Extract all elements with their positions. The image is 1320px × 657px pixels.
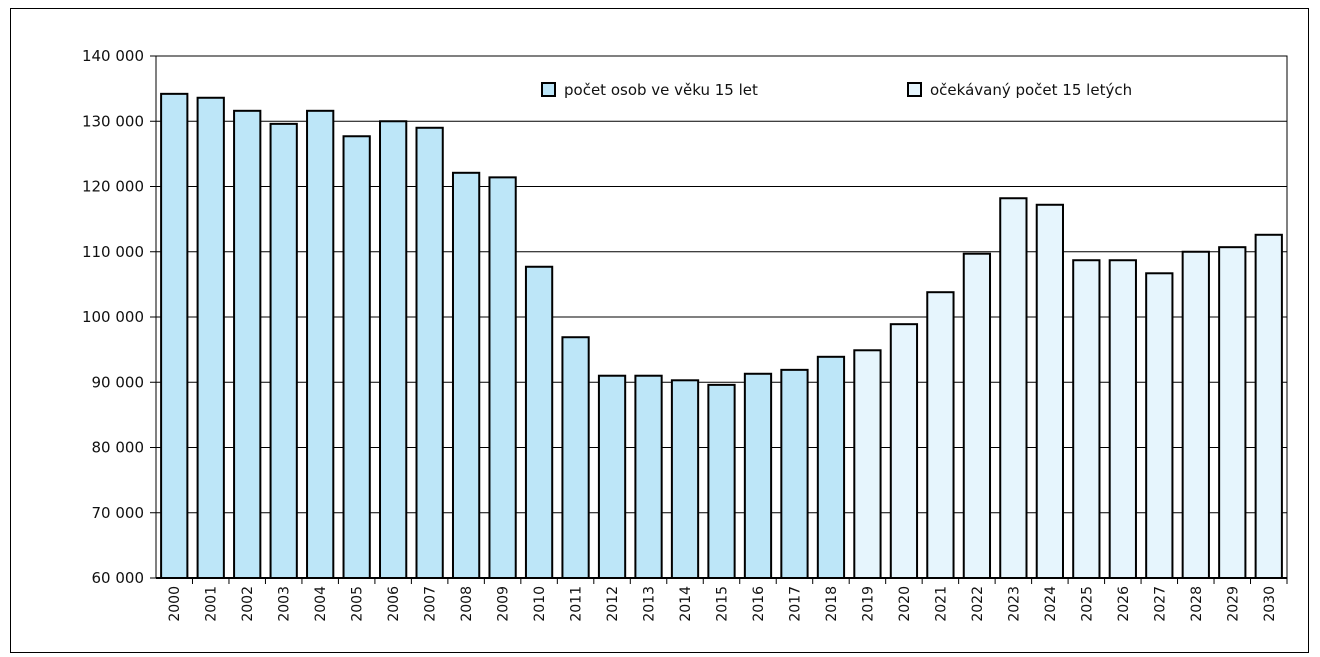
x-tick-label: 2021 xyxy=(933,586,949,622)
x-tick-label: 2007 xyxy=(423,586,439,622)
bar-2004 xyxy=(306,109,335,579)
legend-swatch-observed xyxy=(541,82,556,97)
x-axis-ticks: 2000 2001 2002 2003 2004 2005 2006 2007 2008 2009… xyxy=(167,578,1288,622)
bar-2003 xyxy=(269,122,298,580)
bar-2025 xyxy=(1072,259,1101,579)
x-tick-label: 2008 xyxy=(459,586,475,622)
y-tick-label: 70 000 xyxy=(92,504,145,522)
bar-2027 xyxy=(1145,272,1174,579)
bar-2024 xyxy=(1035,203,1064,580)
bar-2015 xyxy=(707,383,736,579)
legend: počet osob ve věku 15 let očekávaný poče… xyxy=(541,81,1132,99)
x-tick-label: 2004 xyxy=(313,586,329,622)
y-tick-label: 130 000 xyxy=(82,112,144,130)
x-tick-label: 2025 xyxy=(1079,586,1095,622)
bar-2029 xyxy=(1218,246,1247,579)
x-tick-label: 2018 xyxy=(824,586,840,622)
x-tick-label: 2001 xyxy=(204,586,220,622)
bar-2012 xyxy=(597,374,627,579)
bar-2023 xyxy=(999,197,1028,579)
chart-frame: 60 000 70 000 80 000 90 000 100 000 110 000 12… xyxy=(10,8,1309,653)
y-tick-label: 100 000 xyxy=(82,308,144,326)
x-tick-label: 2020 xyxy=(897,586,913,622)
x-tick-label: 2012 xyxy=(605,586,621,622)
bar-2009 xyxy=(488,176,517,580)
bar-2008 xyxy=(451,171,481,580)
x-tick-label: 2006 xyxy=(386,586,402,622)
bar-2005 xyxy=(342,135,371,579)
y-tick-label: 140 000 xyxy=(82,47,144,65)
y-tick-label: 90 000 xyxy=(92,373,145,391)
x-tick-label: 2009 xyxy=(496,586,512,622)
bar-2002 xyxy=(233,109,262,579)
x-tick-label: 2030 xyxy=(1262,586,1278,622)
x-tick-label: 2024 xyxy=(1043,586,1059,622)
y-tick-label: 60 000 xyxy=(92,569,145,587)
x-tick-label: 2013 xyxy=(642,586,658,622)
x-tick-label: 2029 xyxy=(1225,586,1241,622)
x-tick-label: 2003 xyxy=(277,586,293,622)
x-tick-label: 2014 xyxy=(678,586,694,622)
bar-2019 xyxy=(853,349,882,579)
legend-label-observed: počet osob ve věku 15 let xyxy=(564,81,758,99)
bar-2028 xyxy=(1181,250,1210,579)
x-tick-label: 2016 xyxy=(751,586,767,622)
bar-2006 xyxy=(379,120,408,579)
legend-item-expected: očekávaný počet 15 letých xyxy=(907,81,1132,99)
bar-2014 xyxy=(670,379,700,580)
bar-2016 xyxy=(743,372,773,579)
x-tick-label: 2019 xyxy=(860,586,876,622)
legend-swatch-expected xyxy=(907,82,922,97)
x-tick-label: 2005 xyxy=(350,586,366,622)
bar-2018 xyxy=(816,355,846,579)
x-tick-label: 2002 xyxy=(240,586,256,622)
bar-chart: 60 000 70 000 80 000 90 000 100 000 110 000 12… xyxy=(82,47,1288,622)
x-tick-label: 2010 xyxy=(532,586,548,622)
bar-2011 xyxy=(561,336,590,580)
y-axis-ticks: 60 000 70 000 80 000 90 000 100 000 110 000 12… xyxy=(82,47,156,587)
bar-2010 xyxy=(524,265,554,579)
x-tick-label: 2027 xyxy=(1152,586,1168,622)
bar-2013 xyxy=(634,374,663,579)
x-tick-label: 2000 xyxy=(167,586,183,622)
x-tick-label: 2023 xyxy=(1006,586,1022,622)
x-tick-label: 2017 xyxy=(787,586,803,622)
x-tick-label: 2026 xyxy=(1116,586,1132,622)
bar-2026 xyxy=(1108,259,1137,579)
x-tick-label: 2022 xyxy=(970,586,986,622)
bar-2021 xyxy=(926,291,955,579)
legend-label-expected: očekávaný počet 15 letých xyxy=(930,81,1132,99)
bar-2000 xyxy=(160,92,189,579)
y-tick-label: 120 000 xyxy=(82,178,144,196)
bar-2022 xyxy=(962,252,992,580)
bar-2020 xyxy=(889,323,919,579)
legend-item-observed: počet osob ve věku 15 let xyxy=(541,81,758,99)
x-tick-label: 2011 xyxy=(569,586,585,622)
bar-2001 xyxy=(196,96,225,579)
bar-2030 xyxy=(1254,233,1283,579)
bars xyxy=(160,92,1283,580)
y-tick-label: 80 000 xyxy=(92,439,145,457)
x-tick-label: 2028 xyxy=(1189,586,1205,622)
x-tick-label: 2015 xyxy=(715,586,731,622)
bar-2017 xyxy=(780,368,809,580)
y-tick-label: 110 000 xyxy=(82,243,144,261)
bar-2007 xyxy=(415,126,444,580)
